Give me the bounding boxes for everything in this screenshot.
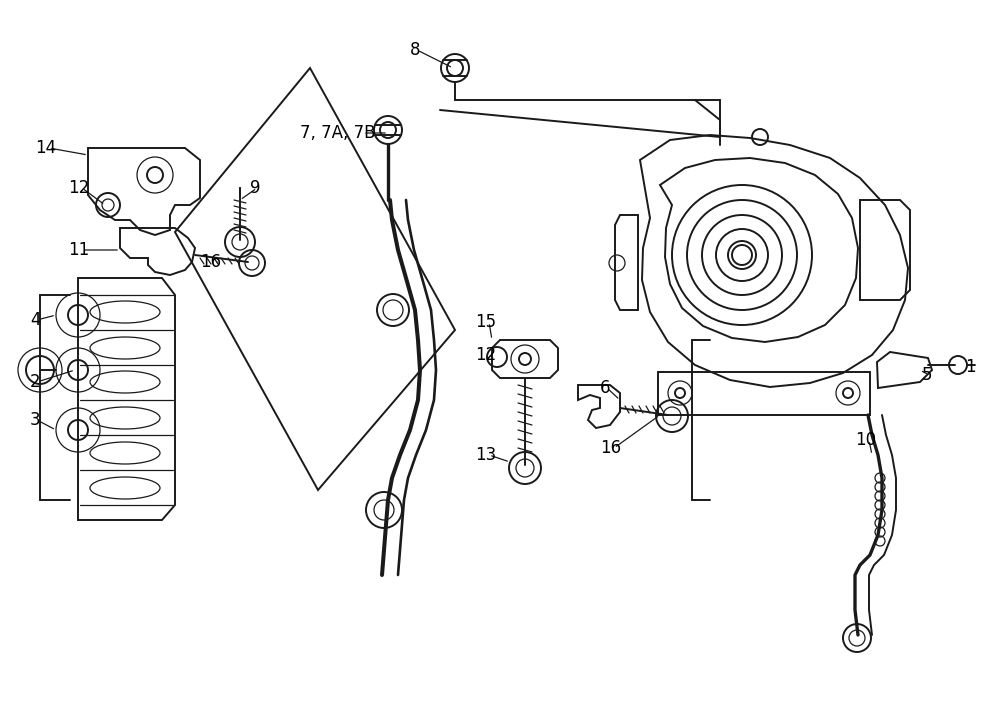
- Text: 4: 4: [30, 311, 40, 329]
- Text: 2: 2: [30, 373, 41, 391]
- Text: 6: 6: [600, 379, 610, 397]
- Text: 15: 15: [475, 313, 496, 331]
- Text: 12: 12: [68, 179, 89, 197]
- Text: 11: 11: [68, 241, 89, 259]
- Text: 16: 16: [200, 253, 221, 271]
- Text: 10: 10: [855, 431, 876, 449]
- Text: 7, 7A, 7B: 7, 7A, 7B: [300, 124, 376, 142]
- Text: 5: 5: [922, 366, 932, 384]
- Text: 3: 3: [30, 411, 41, 429]
- Text: 8: 8: [410, 41, 420, 59]
- Text: 1: 1: [965, 358, 976, 376]
- Text: 13: 13: [475, 446, 496, 464]
- Text: 9: 9: [250, 179, 260, 197]
- Text: 16: 16: [600, 439, 621, 457]
- Text: 12: 12: [475, 346, 496, 364]
- Text: 14: 14: [35, 139, 56, 157]
